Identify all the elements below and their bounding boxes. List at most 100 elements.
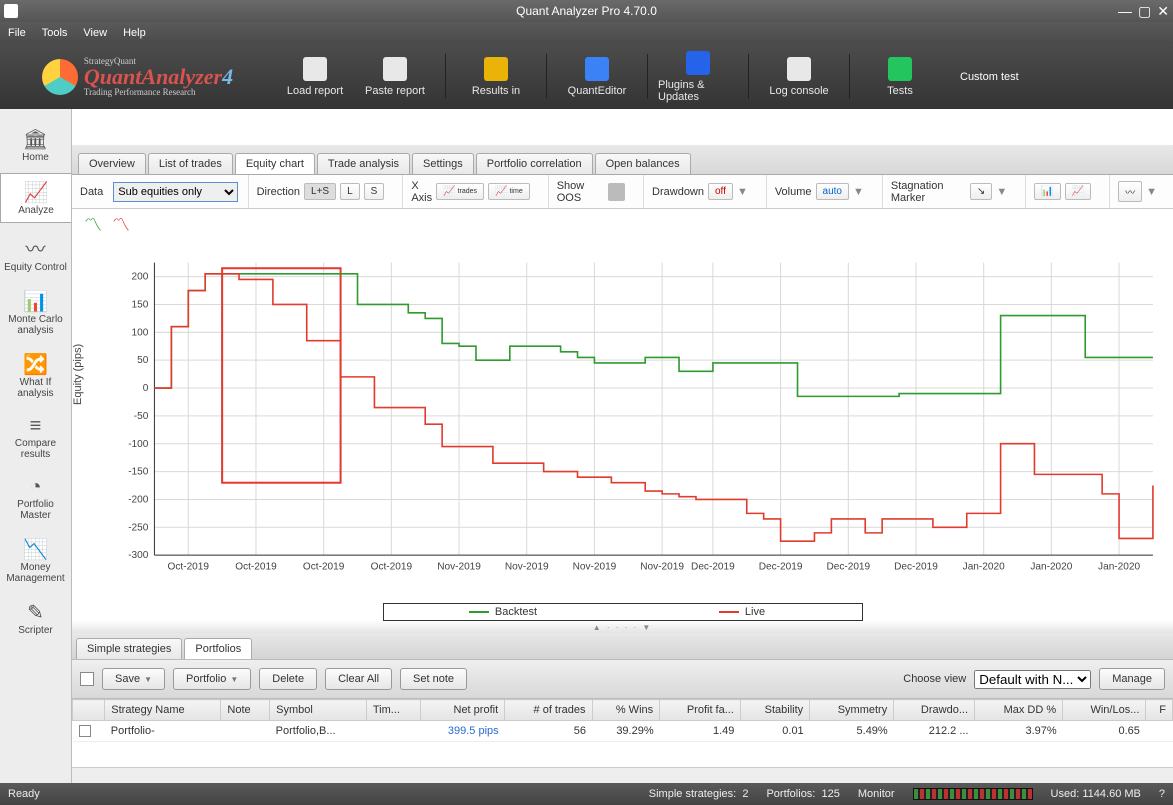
minimize-icon[interactable]: — — [1118, 3, 1132, 20]
stagnation-button[interactable]: ↘ — [970, 183, 992, 200]
xaxis-trades-button[interactable]: 📈trades — [436, 183, 484, 200]
nav-equity-control[interactable]: 〰Equity Control — [0, 227, 71, 279]
chart-tool-single-icon[interactable]: 〽 — [84, 211, 102, 237]
toolbar-results-in[interactable]: Results in — [456, 44, 536, 109]
svg-text:-100: -100 — [128, 439, 149, 450]
data-label: Data — [80, 186, 103, 198]
toolbar-plugins-updates[interactable]: Plugins & Updates — [658, 44, 738, 109]
chart-style-caret-icon[interactable]: ▼ — [1146, 186, 1157, 198]
stagnation-caret-icon[interactable]: ▼ — [996, 186, 1007, 198]
xaxis-label: X Axis — [411, 180, 432, 204]
app-logo: StrategyQuant QuantAnalyzer4 Trading Per… — [42, 57, 233, 97]
app-icon — [4, 4, 18, 18]
nav-money-management[interactable]: 📉Money Management — [0, 531, 71, 590]
svg-text:Dec-2019: Dec-2019 — [691, 561, 735, 572]
splitter[interactable]: ▲ · · · · ▼ — [72, 621, 1173, 633]
stagnation-label: Stagnation Marker — [891, 180, 966, 204]
select-all-checkbox[interactable] — [80, 672, 94, 686]
svg-text:Dec-2019: Dec-2019 — [759, 561, 803, 572]
table-row[interactable]: Portfolio-Portfolio,B...399.5 pips5639.2… — [73, 721, 1173, 742]
logo-icon — [42, 59, 78, 95]
menu-tools[interactable]: Tools — [42, 27, 68, 39]
set-note-button[interactable]: Set note — [400, 668, 467, 690]
nav-monte-carlo-analysis[interactable]: 📊Monte Carlo analysis — [0, 283, 71, 342]
svg-text:0: 0 — [143, 383, 149, 394]
svg-text:Nov-2019: Nov-2019 — [437, 561, 481, 572]
svg-text:Jan-2020: Jan-2020 — [1098, 561, 1140, 572]
nav-analyze[interactable]: 📈Analyze — [0, 173, 71, 223]
bottom-tab-simple-strategies[interactable]: Simple strategies — [76, 638, 182, 659]
menu-view[interactable]: View — [83, 27, 107, 39]
portfolio-button[interactable]: Portfolio▼ — [173, 668, 251, 690]
toolbar-load-report[interactable]: Load report — [275, 44, 355, 109]
chart-canvas: -300-250-200-150-100-50050100150200Oct-2… — [104, 239, 1163, 599]
portfolio-grid[interactable]: Strategy NameNoteSymbolTim...Net profit#… — [72, 699, 1173, 767]
svg-text:200: 200 — [132, 272, 149, 283]
svg-text:Nov-2019: Nov-2019 — [573, 561, 617, 572]
clear-all-button[interactable]: Clear All — [325, 668, 392, 690]
nav-what-if-analysis[interactable]: 🔀What If analysis — [0, 346, 71, 405]
svg-text:Dec-2019: Dec-2019 — [826, 561, 870, 572]
svg-text:Jan-2020: Jan-2020 — [1030, 561, 1072, 572]
tab-list-of-trades[interactable]: List of trades — [148, 153, 233, 174]
drawdown-caret-icon[interactable]: ▼ — [737, 186, 748, 198]
nav-scripter[interactable]: ✎Scripter — [0, 594, 71, 642]
main-toolbar: StrategyQuant QuantAnalyzer4 Trading Per… — [0, 44, 1173, 109]
maximize-icon[interactable]: ▢ — [1138, 3, 1151, 20]
tab-open-balances[interactable]: Open balances — [595, 153, 691, 174]
tab-equity-chart[interactable]: Equity chart — [235, 153, 315, 174]
monitor-meter — [913, 788, 1033, 800]
svg-text:Nov-2019: Nov-2019 — [640, 561, 684, 572]
drawdown-mode-button[interactable]: off — [708, 183, 733, 200]
legend-live: Live — [745, 606, 765, 618]
delete-button[interactable]: Delete — [259, 668, 317, 690]
choose-view-select[interactable]: Default with N... — [974, 670, 1091, 689]
nav-compare-results[interactable]: ≡Compare results — [0, 409, 71, 466]
portfolio-toolbar: Save▼ Portfolio▼ Delete Clear All Set no… — [72, 659, 1173, 699]
svg-text:Dec-2019: Dec-2019 — [894, 561, 938, 572]
direction-l-button[interactable]: L — [340, 183, 360, 200]
window-title: Quant Analyzer Pro 4.70.0 — [516, 4, 657, 18]
drawdown-label: Drawdown — [652, 186, 704, 198]
chart-tool-multi-icon[interactable]: 〽 — [112, 211, 130, 237]
bottom-tab-portfolios[interactable]: Portfolios — [184, 638, 252, 659]
svg-text:100: 100 — [132, 327, 149, 338]
nav-portfolio-master[interactable]: ◔Portfolio Master — [0, 470, 71, 527]
chart-style-2-button[interactable]: 📈 — [1065, 183, 1091, 200]
svg-text:-150: -150 — [128, 467, 149, 478]
chart-style-3-button[interactable]: 〰 — [1118, 181, 1142, 202]
svg-text:150: 150 — [132, 299, 149, 310]
toolbar-tests[interactable]: Tests — [860, 44, 940, 109]
menu-help[interactable]: Help — [123, 27, 146, 39]
equity-chart: Equity (pips) -300-250-200-150-100-50050… — [72, 239, 1173, 599]
direction-s-button[interactable]: S — [364, 183, 385, 200]
menu-bar: File Tools View Help — [0, 22, 1173, 44]
custom-test-label[interactable]: Custom test — [960, 71, 1019, 83]
save-button[interactable]: Save▼ — [102, 668, 165, 690]
close-icon[interactable]: ✕ — [1157, 3, 1169, 20]
tab-settings[interactable]: Settings — [412, 153, 474, 174]
tab-portfolio-correlation[interactable]: Portfolio correlation — [476, 153, 593, 174]
nav-home[interactable]: 🏛Home — [0, 121, 71, 169]
show-oos-button[interactable] — [608, 183, 625, 201]
tab-trade-analysis[interactable]: Trade analysis — [317, 153, 410, 174]
toolbar-paste-report[interactable]: Paste report — [355, 44, 435, 109]
toolbar-log-console[interactable]: Log console — [759, 44, 839, 109]
chart-style-1-button[interactable]: 📊 — [1034, 183, 1060, 200]
xaxis-time-button[interactable]: 📈time — [488, 183, 530, 200]
horizontal-scrollbar[interactable] — [72, 767, 1173, 783]
svg-text:50: 50 — [137, 355, 149, 366]
status-help-icon[interactable]: ? — [1159, 788, 1165, 800]
data-select[interactable]: Sub equities only — [113, 182, 237, 202]
chart-legend: Backtest Live — [383, 603, 863, 621]
menu-file[interactable]: File — [8, 27, 26, 39]
manage-button[interactable]: Manage — [1099, 668, 1165, 690]
toolbar-quanteditor[interactable]: QuantEditor — [557, 44, 637, 109]
direction-ls-button[interactable]: L+S — [304, 183, 336, 200]
show-oos-label: Show OOS — [557, 180, 604, 204]
svg-text:Oct-2019: Oct-2019 — [303, 561, 345, 572]
volume-caret-icon[interactable]: ▼ — [853, 186, 864, 198]
volume-mode-button[interactable]: auto — [816, 183, 849, 200]
tab-overview[interactable]: Overview — [78, 153, 146, 174]
svg-text:-250: -250 — [128, 522, 149, 533]
